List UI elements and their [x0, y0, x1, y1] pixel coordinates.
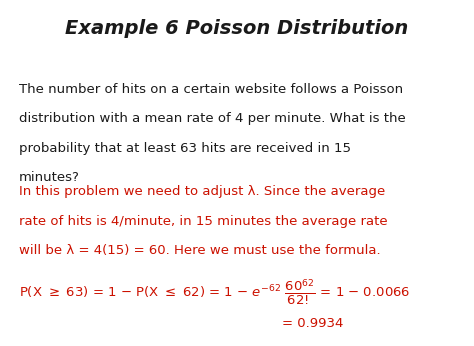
Text: distribution with a mean rate of 4 per minute. What is the: distribution with a mean rate of 4 per m…	[19, 112, 406, 126]
Text: minutes?: minutes?	[19, 171, 80, 184]
Text: rate of hits is 4/minute, in 15 minutes the average rate: rate of hits is 4/minute, in 15 minutes …	[19, 215, 388, 228]
Text: will be λ = 4(15) = 60. Here we must use the formula.: will be λ = 4(15) = 60. Here we must use…	[19, 244, 381, 257]
Text: Example 6 Poisson Distribution: Example 6 Poisson Distribution	[65, 19, 409, 38]
Text: The number of hits on a certain website follows a Poisson: The number of hits on a certain website …	[19, 83, 403, 96]
Text: P(X $\geq$ 63) = 1 $-$ P(X $\leq$ 62) = 1 $-$ $e^{-62}$ $\dfrac{60^{62}}{62!}$ =: P(X $\geq$ 63) = 1 $-$ P(X $\leq$ 62) = …	[19, 277, 410, 307]
Text: = 0.9934: = 0.9934	[282, 317, 343, 330]
Text: In this problem we need to adjust λ. Since the average: In this problem we need to adjust λ. Sin…	[19, 185, 385, 198]
Text: probability that at least 63 hits are received in 15: probability that at least 63 hits are re…	[19, 142, 351, 155]
